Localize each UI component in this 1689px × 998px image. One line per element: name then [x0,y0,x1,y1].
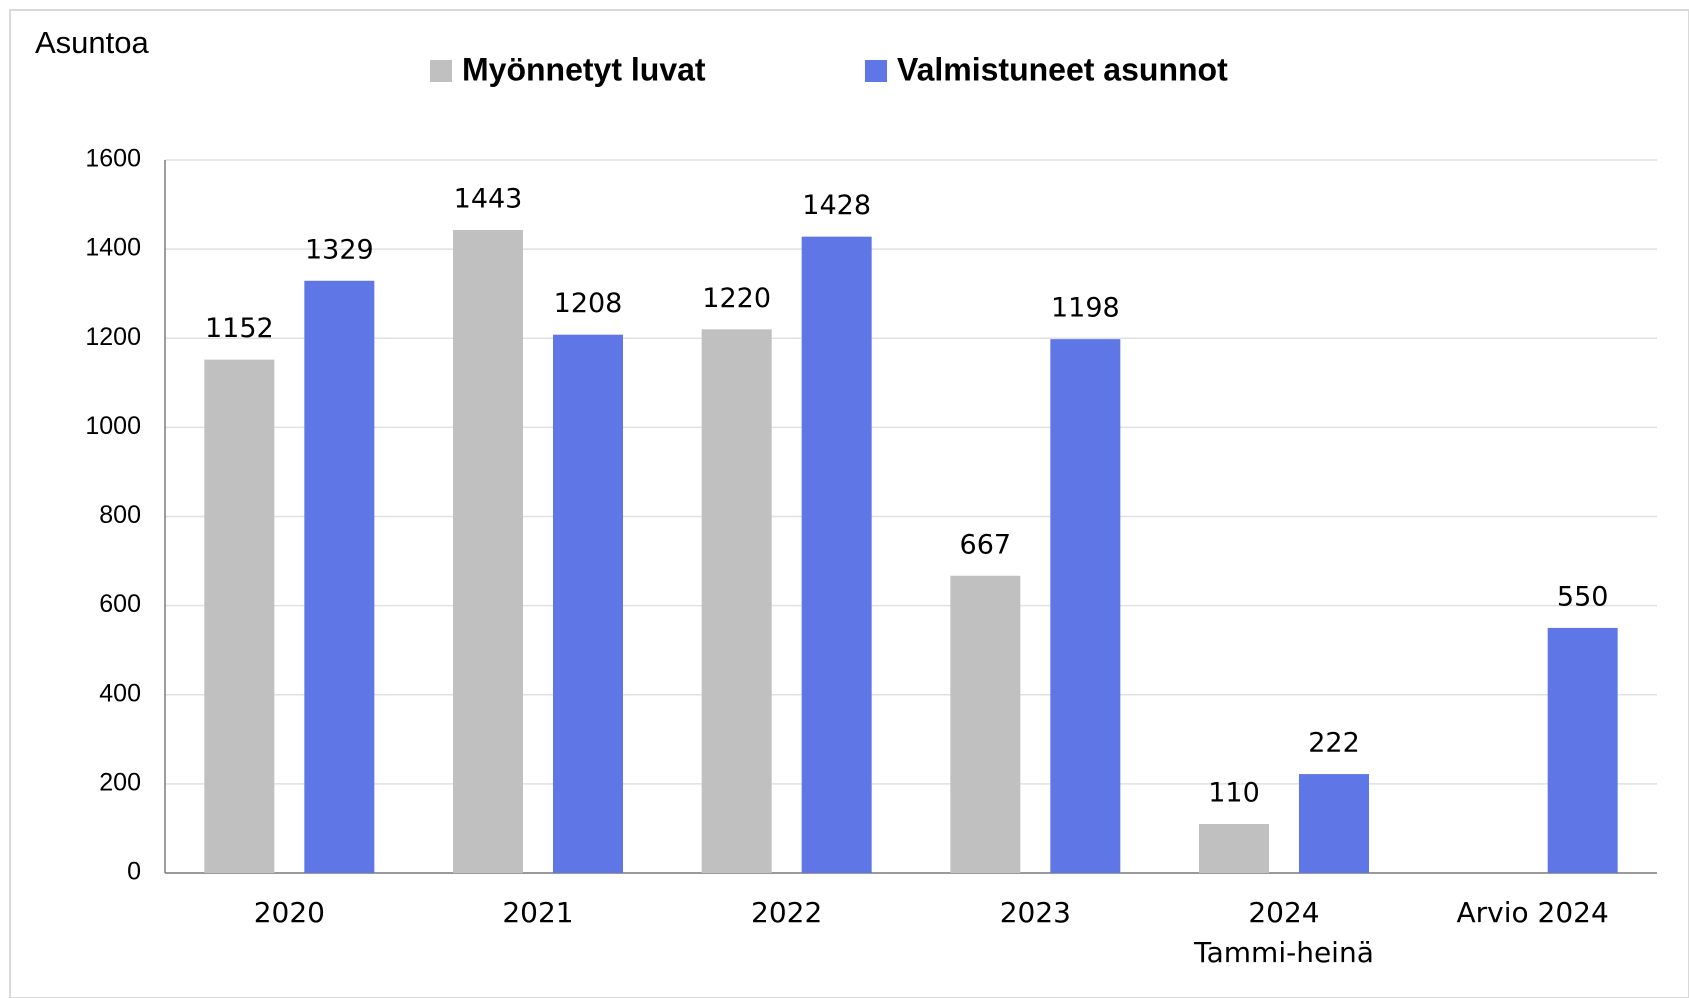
value-label: 1443 [454,183,523,214]
y-tick-label: 800 [99,501,141,529]
value-label: 1220 [702,283,771,314]
bar [950,575,1021,873]
value-label: 1152 [205,313,274,344]
y-tick-label: 400 [99,679,141,707]
y-tick-label: 1400 [85,234,141,262]
x-tick-label: 2021 [502,896,574,929]
bar [453,229,523,873]
value-label: 667 [960,529,1012,560]
value-label: 222 [1308,728,1360,759]
y-tick-label: 600 [99,590,141,618]
bar [701,329,772,873]
legend-label: Valmistuneet asunnot [897,51,1228,87]
y-tick-label: 1200 [85,323,141,351]
bar [1299,774,1369,873]
bar [801,236,872,873]
value-label: 110 [1208,777,1260,808]
y-axis-label: Asuntoa [35,25,150,60]
x-tick-label: 2020 [253,896,325,929]
bar [304,280,375,873]
value-label: 1198 [1051,293,1120,324]
bar [553,334,623,873]
bar [1547,627,1618,873]
frame [9,9,1689,998]
value-label: 550 [1557,581,1609,612]
bar [1199,823,1269,873]
bar [1050,339,1121,873]
y-tick-label: 1000 [85,412,141,440]
value-label: 1428 [802,190,871,221]
x-tick-label: 2024 Tammi-heinä [1194,896,1374,969]
x-tick-label: 2023 [999,896,1071,929]
y-tick-label: 0 [127,858,141,886]
legend-label: Myönnetyt luvat [462,51,706,87]
y-tick-label: 1600 [85,145,141,173]
y-tick-label: 200 [99,768,141,796]
bar [204,359,275,873]
legend-swatch [865,60,887,82]
legend-swatch [430,60,452,82]
x-tick-label: 2022 [751,896,823,929]
x-tick-label: Arvio 2024 [1456,896,1609,929]
value-label: 1329 [305,234,374,265]
value-label: 1208 [554,288,623,319]
